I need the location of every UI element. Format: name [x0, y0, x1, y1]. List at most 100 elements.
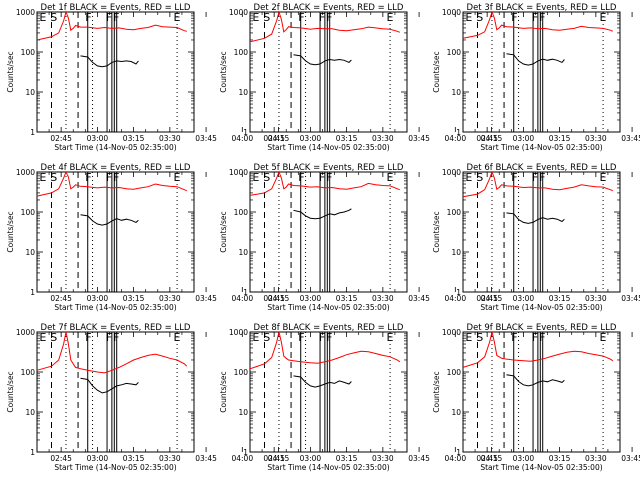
event-marker: F [85, 11, 91, 24]
y-tick-label: 1000 [442, 328, 461, 337]
x-tick-label: 04:15 [268, 294, 290, 303]
y-tick-label: 1 [243, 128, 248, 137]
event-marker: E [39, 331, 46, 344]
event-marker: F [511, 171, 517, 184]
y-tick-label: 1000 [442, 8, 461, 17]
y-axis-label: Counts/sec [219, 51, 228, 92]
event-marker: F [326, 11, 332, 24]
x-tick-label: 04:00 [231, 134, 253, 143]
panel-title: Det 3f BLACK = Events, RED = LLD [467, 3, 617, 13]
y-tick-label: 100 [447, 208, 462, 217]
plot-frame [462, 171, 621, 293]
event-marker: F [539, 171, 545, 184]
series-events-black [293, 208, 352, 220]
event-marker: F [113, 171, 119, 184]
y-tick-label: 10 [451, 248, 461, 257]
event-marker: F [326, 171, 332, 184]
x-axis-label: Start Time (14-Nov-05 02:35:00) [267, 143, 389, 152]
x-tick-label: 04:00 [444, 454, 466, 463]
y-tick-label: 10 [238, 88, 248, 97]
y-tick-label: 1000 [229, 8, 248, 17]
x-tick-label: 03:15 [336, 454, 358, 463]
x-axis-label: Start Time (14-Nov-05 02:35:00) [267, 303, 389, 312]
event-marker: F [326, 331, 332, 344]
y-tick-label: 100 [234, 208, 249, 217]
y-tick-label: 100 [447, 48, 462, 57]
panel-title: Det 5f BLACK = Events, RED = LLD [254, 163, 404, 173]
plot-frame [462, 11, 621, 133]
x-tick-label: 03:15 [123, 454, 145, 463]
x-tick-label: 03:00 [300, 454, 322, 463]
x-tick-label: 03:00 [87, 454, 109, 463]
event-marker: E [465, 11, 472, 24]
x-tick-label: 03:30 [372, 134, 394, 143]
x-tick-label: 03:45 [621, 454, 640, 463]
event-marker: E [599, 11, 606, 24]
x-tick-label: 02:45 [476, 454, 498, 463]
x-tick-label: 03:15 [336, 134, 358, 143]
y-axis-label: Counts/sec [219, 371, 228, 412]
plot-frame [462, 331, 621, 453]
event-marker: E [386, 171, 393, 184]
event-marker: E [599, 331, 606, 344]
y-tick-label: 10 [238, 408, 248, 417]
x-tick-label: 03:15 [123, 294, 145, 303]
event-marker: E [252, 331, 259, 344]
event-marker: E [252, 171, 259, 184]
y-tick-label: 1 [30, 128, 35, 137]
event-marker: F [85, 331, 91, 344]
y-tick-label: 1000 [229, 168, 248, 177]
event-marker: F [319, 331, 325, 344]
panel-6: 1 10 100 1000 02:45 03:00 03:15 03:30 03:45 04:00… [432, 163, 640, 312]
event-marker: E [39, 11, 46, 24]
y-tick-label: 10 [25, 248, 35, 257]
x-axis-label: Start Time (14-Nov-05 02:35:00) [480, 303, 602, 312]
y-axis-label: Counts/sec [219, 211, 228, 252]
x-tick-label: 03:30 [159, 294, 181, 303]
x-tick-label: 04:15 [268, 454, 290, 463]
y-tick-label: 1 [456, 128, 461, 137]
y-tick-label: 1000 [442, 168, 461, 177]
x-tick-label: 03:15 [549, 134, 571, 143]
x-tick-label: 03:15 [549, 294, 571, 303]
event-marker: F [532, 171, 538, 184]
series-lld-red [249, 331, 401, 370]
event-marker: F [298, 11, 304, 24]
y-tick-label: 1000 [16, 328, 35, 337]
y-tick-label: 100 [447, 368, 462, 377]
y-tick-label: 10 [25, 88, 35, 97]
y-tick-label: 1000 [16, 168, 35, 177]
x-tick-label: 03:45 [621, 134, 640, 143]
event-marker: F [511, 331, 517, 344]
y-tick-label: 1 [456, 288, 461, 297]
x-tick-label: 03:15 [549, 454, 571, 463]
y-tick-label: 100 [21, 208, 36, 217]
event-marker: E [465, 331, 472, 344]
x-tick-label: 04:00 [231, 294, 253, 303]
event-marker: F [298, 331, 304, 344]
x-tick-label: 03:30 [372, 294, 394, 303]
x-axis-label: Start Time (14-Nov-05 02:35:00) [267, 463, 389, 472]
event-marker: F [113, 331, 119, 344]
x-tick-label: 03:00 [300, 294, 322, 303]
panel-title: Det 9f BLACK = Events, RED = LLD [467, 323, 617, 333]
series-events-black [506, 374, 565, 387]
panel-title: Det 7f BLACK = Events, RED = LLD [41, 323, 191, 333]
event-marker: S [50, 11, 57, 24]
x-axis-label: Start Time (14-Nov-05 02:35:00) [54, 143, 176, 152]
series-lld-red [249, 170, 400, 196]
series-lld-red [249, 10, 400, 43]
x-tick-label: 03:30 [585, 454, 607, 463]
x-tick-label: 03:00 [87, 134, 109, 143]
y-axis-label: Counts/sec [6, 211, 15, 252]
y-tick-label: 100 [234, 368, 249, 377]
x-tick-label: 03:00 [513, 134, 535, 143]
panel-4: 1 10 100 1000 02:45 03:00 03:15 03:30 03:45 04:00… [6, 163, 290, 312]
event-marker: S [476, 331, 483, 344]
y-axis-label: Counts/sec [432, 211, 441, 252]
panel-title: Det 4f BLACK = Events, RED = LLD [41, 163, 191, 173]
event-marker: E [386, 11, 393, 24]
panel-7: 1 10 100 1000 02:45 03:00 03:15 03:30 03:45 04:00… [6, 323, 290, 472]
panel-1: 1 10 100 1000 02:45 03:00 03:15 03:30 03:45 04:00… [6, 3, 290, 152]
x-tick-label: 03:45 [195, 294, 217, 303]
